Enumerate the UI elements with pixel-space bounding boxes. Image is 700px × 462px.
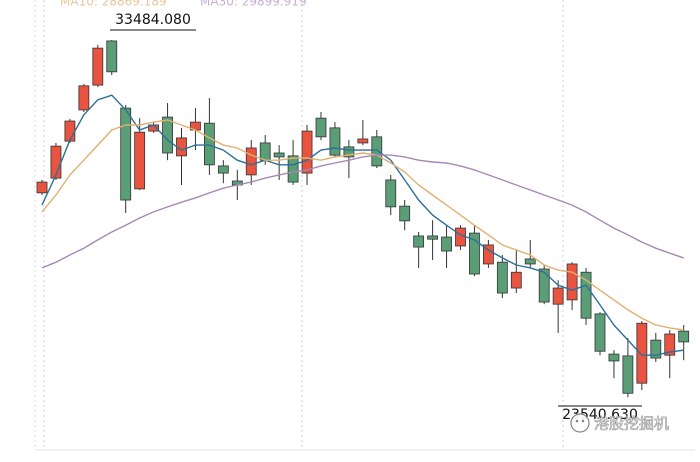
ma-line [41,119,684,331]
candle-body-up [64,120,76,142]
candle-body-up [78,85,90,111]
candle-body-down [329,127,341,156]
candle-body-up [134,131,146,190]
candle-body-down [287,155,299,183]
candle-body-down [496,261,508,294]
ma-line [41,154,684,269]
candle-body-down [678,330,690,343]
ma-line [41,94,684,356]
candle-body-down [580,271,592,319]
candle-body-down [594,313,606,352]
candle-body-down [162,116,173,154]
candle-body-down [371,136,383,167]
candle-body-down [524,258,536,265]
legend-entry: MA30: 29899.919 [200,0,307,9]
candle-body-up [301,130,313,174]
candle-body-down [413,235,425,248]
candle-body-up [245,147,257,176]
candle-body-up [36,181,48,194]
watermark-icon [570,413,590,433]
watermark-text: 港股挖掘机 [594,415,669,433]
candle-body-down [538,268,550,303]
candle-body-up [357,138,369,144]
legend-entry: MA10: 28869.189 [60,0,167,9]
candle-body-down [259,142,271,161]
watermark-icon-dot [581,419,585,423]
candle-body-down [441,236,452,252]
candle-body-down [427,235,439,240]
high-label: 33484.080 [115,12,191,28]
candle-body-down [217,165,229,174]
candle-body-up [482,244,494,265]
candle-body-down [343,146,355,158]
candle-body-down [120,107,132,201]
candle-body-up [510,271,522,289]
candle-body-up [92,47,104,86]
candle-body-down [399,205,411,222]
watermark-icon-dot [575,419,579,423]
candle-body-down [315,117,327,138]
watermark: 港股挖掘机 [570,413,669,433]
candle-body-up [566,263,578,301]
candle-body-up [664,333,676,356]
candle-body-up [455,227,466,247]
candle-body-down [469,232,480,275]
candle-body-down [622,355,634,394]
candle-body-up [636,322,648,384]
candle-body-down [273,152,285,158]
candle-body-down [203,122,215,166]
candle-body-down [608,353,620,362]
candle-body-down [106,40,118,73]
candle-body-up [552,287,564,305]
marks [36,40,690,398]
candle-body-down [650,339,662,359]
candle-body-down [385,179,397,208]
